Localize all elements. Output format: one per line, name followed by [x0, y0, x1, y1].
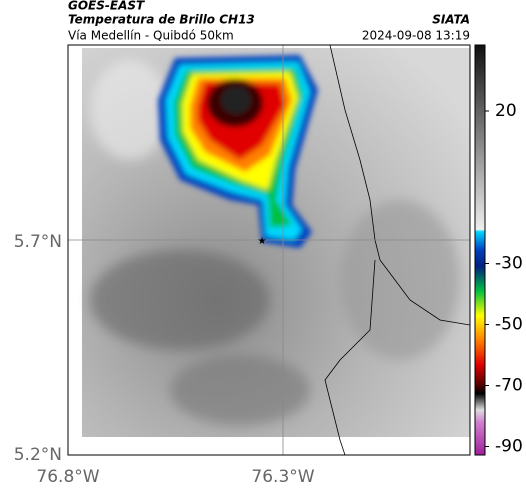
colorbar-tick-label: -30 [495, 254, 523, 274]
lat-label: 5.7°N [14, 232, 62, 252]
satellite-image: ★ [68, 45, 470, 455]
colorbar-tick-label: -70 [495, 376, 523, 396]
source: GOES-EAST [68, 0, 145, 13]
colorbar-tick-label: -90 [495, 437, 523, 457]
title: Temperatura de Brillo CH13 [68, 13, 255, 27]
colorbar-tick-label: 20 [495, 101, 517, 121]
colorbar-tick-label: -50 [495, 315, 523, 335]
lon-label: 76.3°W [251, 467, 314, 487]
map-frame [67, 44, 471, 456]
svg-text:★: ★ [258, 236, 267, 247]
route: Vía Medellín - Quibdó 50km [68, 29, 234, 43]
lat-label: 5.2°N [14, 445, 62, 465]
datetime: 2024-09-08 13:19 [362, 29, 470, 43]
colorbar [474, 44, 486, 456]
lon-label: 76.8°W [36, 467, 99, 487]
agency: SIATA [432, 13, 470, 27]
